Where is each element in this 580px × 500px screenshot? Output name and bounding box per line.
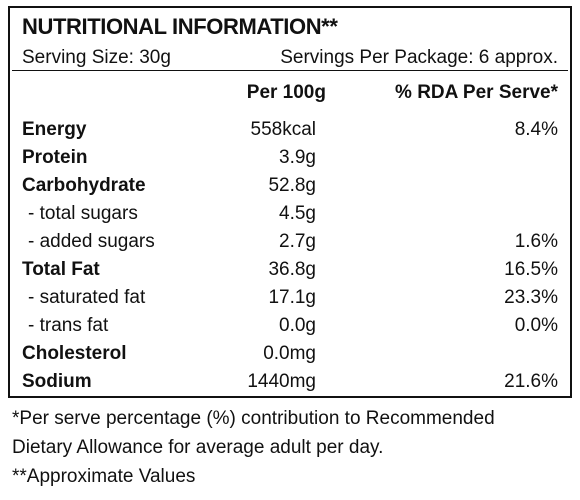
rda-footnote-line-1: *Per serve percentage (%) contribution t… bbox=[12, 408, 495, 429]
nutrition-panel: NUTRITIONAL INFORMATION** Serving Size: … bbox=[8, 6, 572, 398]
approximate-values-footnote: **Approximate Values bbox=[12, 466, 196, 487]
nutrient-value-per-100g: 17.1g bbox=[268, 287, 316, 308]
nutrient-value-per-100g: 52.8g bbox=[268, 175, 316, 196]
nutrient-value-per-100g: 0.0mg bbox=[263, 343, 316, 364]
nutrient-rda-percent: 16.5% bbox=[504, 259, 558, 280]
nutrient-label: - total sugars bbox=[28, 203, 138, 224]
nutrient-rda-percent: 21.6% bbox=[504, 371, 558, 392]
rda-footnote-line-2: Dietary Allowance for average adult per … bbox=[12, 437, 384, 458]
nutrient-rda-percent: 23.3% bbox=[504, 287, 558, 308]
nutrient-label: Sodium bbox=[22, 371, 92, 392]
nutrient-value-per-100g: 2.7g bbox=[279, 231, 316, 252]
nutrient-label: - trans fat bbox=[28, 315, 109, 336]
nutrient-label: Protein bbox=[22, 147, 88, 168]
nutrient-rda-percent: 8.4% bbox=[514, 119, 558, 140]
nutrient-row-cholesterol: Cholesterol 0.0mg bbox=[10, 340, 570, 368]
nutrient-row-trans-fat: - trans fat 0.0g 0.0% bbox=[10, 312, 570, 340]
nutrient-rda-percent: 0.0% bbox=[514, 315, 558, 336]
nutrient-value-per-100g: 3.9g bbox=[279, 147, 316, 168]
nutrient-row-total-fat: Total Fat 36.8g 16.5% bbox=[10, 256, 570, 284]
nutrient-value-per-100g: 1440mg bbox=[247, 371, 316, 392]
nutrient-label: Cholesterol bbox=[22, 343, 127, 364]
nutrient-label: Total Fat bbox=[22, 259, 100, 280]
nutrient-row-protein: Protein 3.9g bbox=[10, 144, 570, 172]
nutrient-value-per-100g: 36.8g bbox=[268, 259, 316, 280]
column-header-rda-per-serve: % RDA Per Serve* bbox=[395, 82, 558, 103]
column-header-per-100g: Per 100g bbox=[246, 82, 326, 103]
nutrient-label: Carbohydrate bbox=[22, 175, 146, 196]
nutrient-row-carbohydrate: Carbohydrate 52.8g bbox=[10, 172, 570, 200]
nutrient-row-sodium: Sodium 1440mg 21.6% bbox=[10, 368, 570, 396]
nutrient-label: - added sugars bbox=[28, 231, 155, 252]
nutrient-rda-percent: 1.6% bbox=[514, 231, 558, 252]
nutrient-rows: Energy 558kcal 8.4% Protein 3.9g Carbohy… bbox=[10, 116, 570, 396]
servings-per-package: Servings Per Package: 6 approx. bbox=[280, 47, 558, 68]
nutrient-value-per-100g: 4.5g bbox=[279, 203, 316, 224]
nutrient-row-saturated-fat: - saturated fat 17.1g 23.3% bbox=[10, 284, 570, 312]
nutrient-value-per-100g: 558kcal bbox=[250, 119, 317, 140]
serving-size: Serving Size: 30g bbox=[22, 47, 171, 68]
nutrient-row-added-sugars: - added sugars 2.7g 1.6% bbox=[10, 228, 570, 256]
nutrient-row-total-sugars: - total sugars 4.5g bbox=[10, 200, 570, 228]
nutrient-label: - saturated fat bbox=[28, 287, 146, 308]
panel-title: NUTRITIONAL INFORMATION** bbox=[22, 14, 338, 39]
nutrient-value-per-100g: 0.0g bbox=[279, 315, 316, 336]
nutrient-row-energy: Energy 558kcal 8.4% bbox=[10, 116, 570, 144]
header-divider bbox=[12, 70, 568, 71]
nutrient-label: Energy bbox=[22, 119, 87, 140]
footnotes: *Per serve percentage (%) contribution t… bbox=[12, 404, 572, 491]
